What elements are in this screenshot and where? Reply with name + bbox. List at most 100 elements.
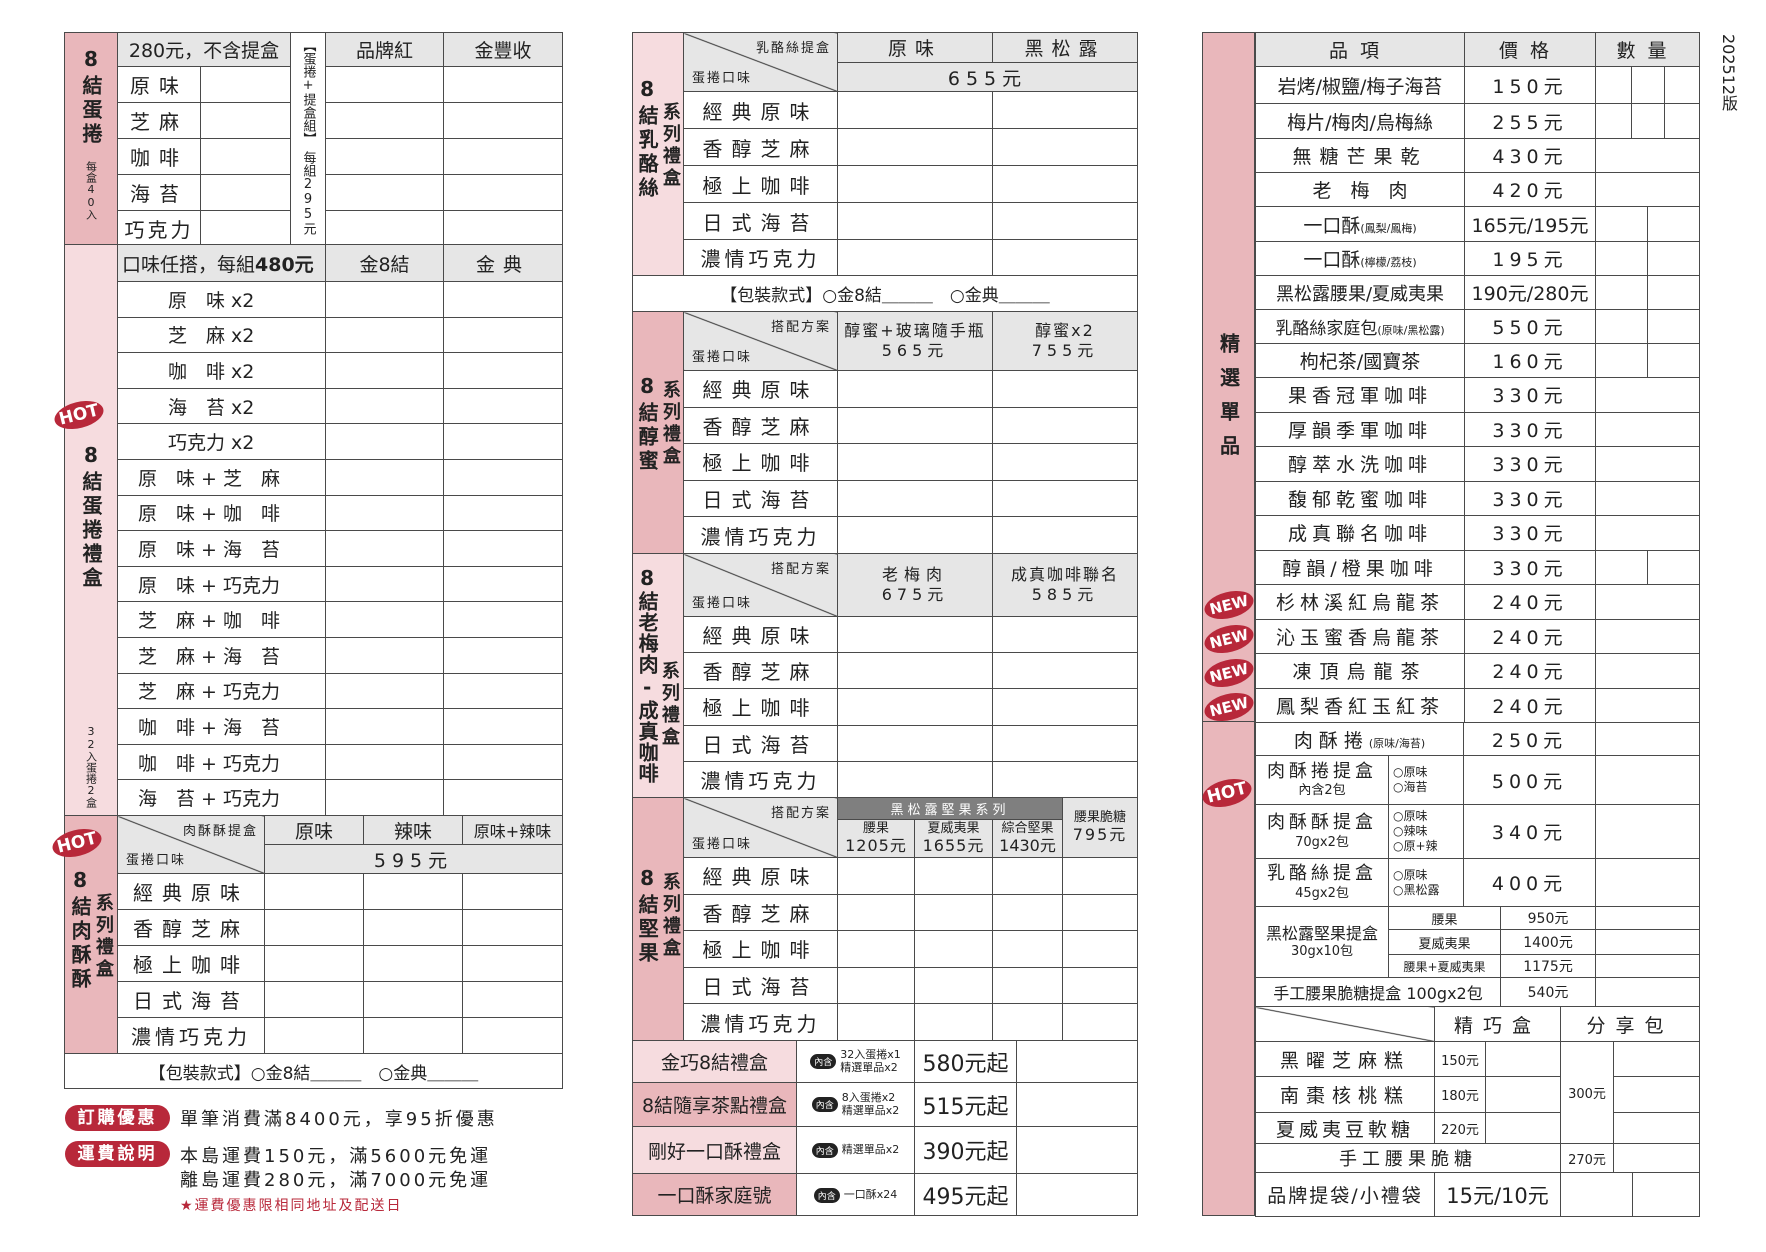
qty-cell[interactable] (443, 352, 563, 389)
qty-cell[interactable] (1062, 857, 1139, 895)
qty-cell[interactable] (992, 724, 1138, 762)
qty-cell[interactable] (462, 873, 563, 910)
qty-cell[interactable] (1016, 1040, 1138, 1083)
qty-cell[interactable] (325, 601, 444, 638)
qty-cell[interactable] (443, 102, 564, 139)
qty-cell[interactable] (462, 909, 563, 946)
qty-cell[interactable] (325, 66, 445, 103)
qty-cell[interactable] (325, 636, 444, 674)
qty-cell[interactable] (1595, 906, 1701, 930)
qty-cell[interactable] (992, 165, 1138, 203)
box-options[interactable]: ○原味 ○辣味 ○原+辣 (1388, 804, 1464, 859)
qty-cell[interactable] (837, 615, 993, 654)
qty-cell[interactable] (1595, 954, 1701, 978)
qty-cell[interactable] (837, 857, 915, 895)
qty-cell[interactable] (443, 423, 563, 460)
qty-cell[interactable] (991, 1003, 1064, 1041)
qty-cell[interactable] (992, 615, 1138, 654)
qty-cell[interactable] (1631, 66, 1665, 104)
qty-cell[interactable] (992, 128, 1138, 166)
qty-cell[interactable] (1594, 138, 1701, 173)
option-radio[interactable]: ○原味 (1393, 809, 1428, 823)
qty-cell[interactable] (1646, 309, 1701, 344)
qty-cell[interactable] (1594, 515, 1701, 551)
qty-cell[interactable] (199, 102, 292, 139)
qty-cell[interactable] (363, 909, 463, 946)
qty-cell[interactable] (199, 210, 292, 247)
packaging-option-gold8[interactable]: ○金8結 (250, 1063, 311, 1084)
qty-cell[interactable] (991, 930, 1064, 968)
qty-cell[interactable] (1613, 1112, 1701, 1144)
qty-cell[interactable] (1594, 446, 1701, 482)
qty-cell[interactable] (325, 565, 444, 603)
qty-cell[interactable] (363, 873, 463, 910)
qty-cell[interactable] (443, 779, 563, 816)
qty-cell[interactable] (1016, 1173, 1138, 1216)
qty-cell[interactable] (837, 406, 993, 445)
qty-cell[interactable] (443, 458, 563, 496)
qty-cell[interactable] (1595, 929, 1701, 955)
qty-cell[interactable] (914, 930, 993, 968)
qty-cell[interactable] (1595, 722, 1701, 756)
qty-cell[interactable] (992, 239, 1138, 276)
qty-cell[interactable] (1595, 309, 1648, 344)
qty-cell[interactable] (325, 779, 444, 816)
qty-cell[interactable] (264, 873, 364, 910)
qty-cell[interactable] (443, 138, 564, 175)
qty-cell[interactable] (443, 565, 563, 603)
qty-cell[interactable] (1646, 343, 1701, 378)
qty-cell[interactable] (325, 708, 444, 745)
qty-cell[interactable] (443, 672, 563, 710)
qty-cell[interactable] (837, 239, 993, 276)
qty-cell[interactable] (1595, 241, 1648, 276)
qty-cell[interactable] (1484, 1041, 1562, 1077)
qty-cell[interactable] (443, 743, 563, 781)
qty-cell[interactable] (1646, 549, 1701, 585)
qty-cell[interactable] (837, 760, 993, 798)
qty-cell[interactable] (837, 1003, 915, 1041)
qty-cell[interactable] (837, 128, 993, 166)
qty-cell[interactable] (991, 857, 1064, 895)
qty-cell[interactable] (1594, 480, 1701, 516)
option-radio[interactable]: ○海苔 (1393, 780, 1428, 794)
qty-cell[interactable] (325, 316, 444, 354)
qty-cell[interactable] (1632, 1172, 1701, 1217)
qty-cell[interactable] (1595, 977, 1701, 1007)
qty-cell[interactable] (992, 652, 1138, 690)
qty-cell[interactable] (992, 443, 1138, 481)
qty-cell[interactable] (1595, 755, 1701, 805)
qty-cell[interactable] (837, 516, 993, 554)
qty-cell[interactable] (1595, 549, 1648, 585)
qty-cell[interactable] (1646, 206, 1701, 242)
qty-cell[interactable] (837, 724, 993, 762)
qty-cell[interactable] (992, 406, 1138, 445)
qty-cell[interactable] (443, 601, 563, 638)
qty-cell[interactable] (992, 688, 1138, 726)
qty-cell[interactable] (325, 494, 444, 532)
qty-cell[interactable] (363, 981, 463, 1018)
option-radio[interactable]: ○黑松露 (1393, 882, 1440, 897)
qty-cell[interactable] (1062, 893, 1139, 932)
qty-cell[interactable] (837, 479, 993, 518)
qty-cell[interactable] (837, 893, 915, 932)
qty-cell[interactable] (914, 893, 993, 932)
qty-cell[interactable] (837, 202, 993, 240)
qty-cell[interactable] (837, 370, 993, 408)
qty-cell[interactable] (914, 966, 993, 1005)
option-radio[interactable]: ○原+辣 (1393, 839, 1438, 853)
qty-cell[interactable] (837, 688, 993, 726)
qty-cell[interactable] (837, 91, 993, 129)
qty-cell[interactable] (1595, 343, 1648, 378)
packaging-option-gold8[interactable]: ○金8結 (822, 286, 882, 306)
qty-cell[interactable] (992, 760, 1138, 798)
qty-cell[interactable] (443, 708, 563, 745)
qty-cell[interactable] (837, 443, 993, 481)
qty-cell[interactable] (325, 138, 445, 175)
qty-cell[interactable] (1613, 1041, 1701, 1077)
option-radio[interactable]: ○辣味 (1393, 824, 1428, 838)
qty-cell[interactable] (264, 981, 364, 1018)
qty-cell[interactable] (325, 423, 444, 460)
qty-cell[interactable] (992, 516, 1138, 554)
qty-cell[interactable] (1062, 1003, 1139, 1041)
qty-cell[interactable] (992, 202, 1138, 240)
